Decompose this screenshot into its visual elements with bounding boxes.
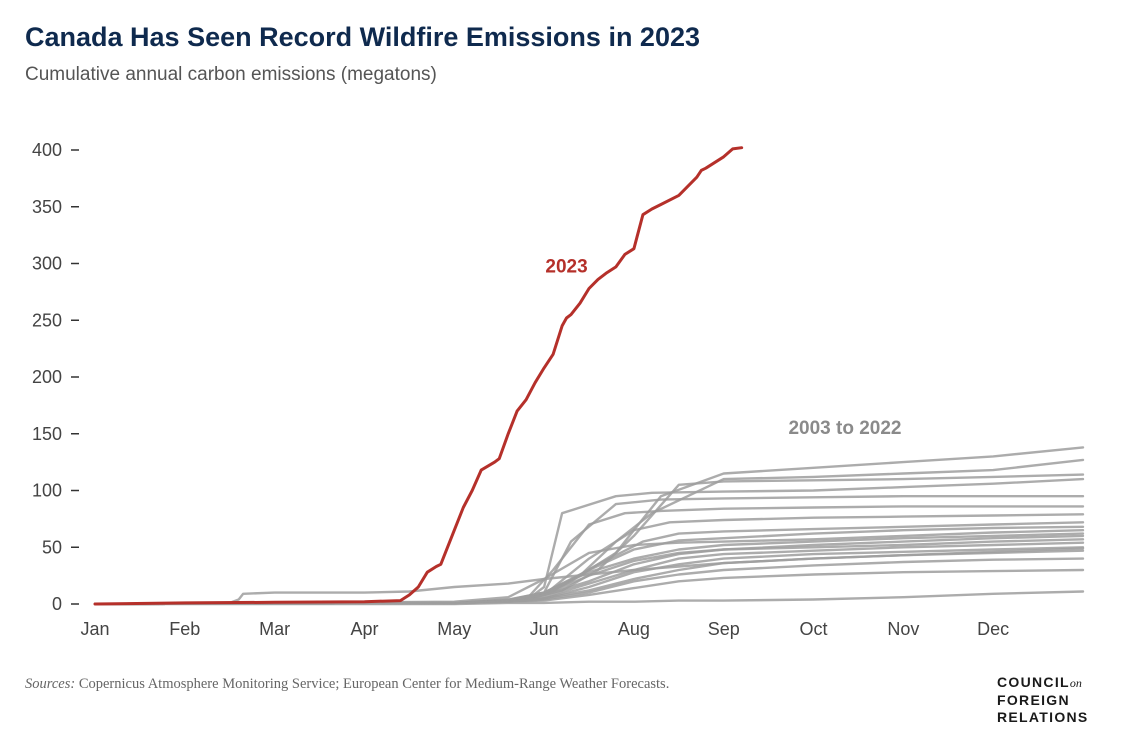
x-tick-label: Oct bbox=[800, 619, 828, 639]
y-tick-label: 150 bbox=[32, 424, 62, 444]
annotation-2023: 2023 bbox=[545, 257, 587, 278]
logo-on: on bbox=[1069, 676, 1082, 690]
series-line-2023 bbox=[93, 146, 744, 606]
y-tick-label: 100 bbox=[32, 481, 62, 501]
source-text: Copernicus Atmosphere Monitoring Service… bbox=[78, 676, 670, 692]
x-tick-label: Sep bbox=[708, 619, 740, 639]
y-tick-label: 50 bbox=[42, 537, 62, 557]
source-label: Sources: bbox=[25, 676, 76, 692]
y-axis: 0 50 100 150 200 250 300 350 400 bbox=[32, 140, 79, 614]
x-tick-label: Aug bbox=[618, 619, 650, 639]
historical-series-group bbox=[93, 446, 1085, 606]
annotation-2003-2022: 2003 to 2022 bbox=[788, 418, 901, 439]
x-tick-label: Nov bbox=[887, 619, 919, 639]
x-axis: Jan Feb Mar Apr May Jun Aug Sep Oct Nov Dec bbox=[80, 619, 1009, 639]
x-tick-label: Feb bbox=[169, 619, 200, 639]
logo-foreign: FOREIGN bbox=[997, 692, 1070, 708]
chart-subtitle: Cumulative annual carbon emissions (mega… bbox=[25, 64, 437, 85]
x-tick-label: Mar bbox=[259, 619, 290, 639]
chart-svg: 0 50 100 150 200 250 300 350 400 Jan Feb Mar Apr May… bbox=[32, 140, 1085, 639]
x-tick-label: Apr bbox=[350, 619, 378, 639]
x-tick-label: Jan bbox=[80, 619, 109, 639]
annotations: 2023 2003 to 2022 bbox=[545, 257, 901, 439]
series-line-historical bbox=[93, 529, 1085, 606]
x-tick-label: Dec bbox=[977, 619, 1009, 639]
y-tick-label: 250 bbox=[32, 310, 62, 330]
y-tick-label: 300 bbox=[32, 254, 62, 274]
y-tick-label: 0 bbox=[52, 594, 62, 614]
series-line-historical bbox=[93, 590, 1085, 606]
series-line-historical bbox=[93, 547, 1085, 606]
y-tick-label: 350 bbox=[32, 197, 62, 217]
source-note: Sources: Copernicus Atmosphere Monitorin… bbox=[25, 676, 669, 693]
cfr-logo: COUNCILon FOREIGN RELATIONS bbox=[997, 674, 1112, 726]
highlight-series-group bbox=[93, 146, 744, 606]
y-tick-label: 400 bbox=[32, 140, 62, 160]
x-tick-label: May bbox=[437, 619, 471, 639]
x-tick-label: Jun bbox=[530, 619, 559, 639]
y-tick-label: 200 bbox=[32, 367, 62, 387]
chart-title: Canada Has Seen Record Wildfire Emission… bbox=[25, 22, 700, 52]
logo-council: COUNCIL bbox=[997, 674, 1070, 690]
logo-relations: RELATIONS bbox=[997, 709, 1089, 725]
